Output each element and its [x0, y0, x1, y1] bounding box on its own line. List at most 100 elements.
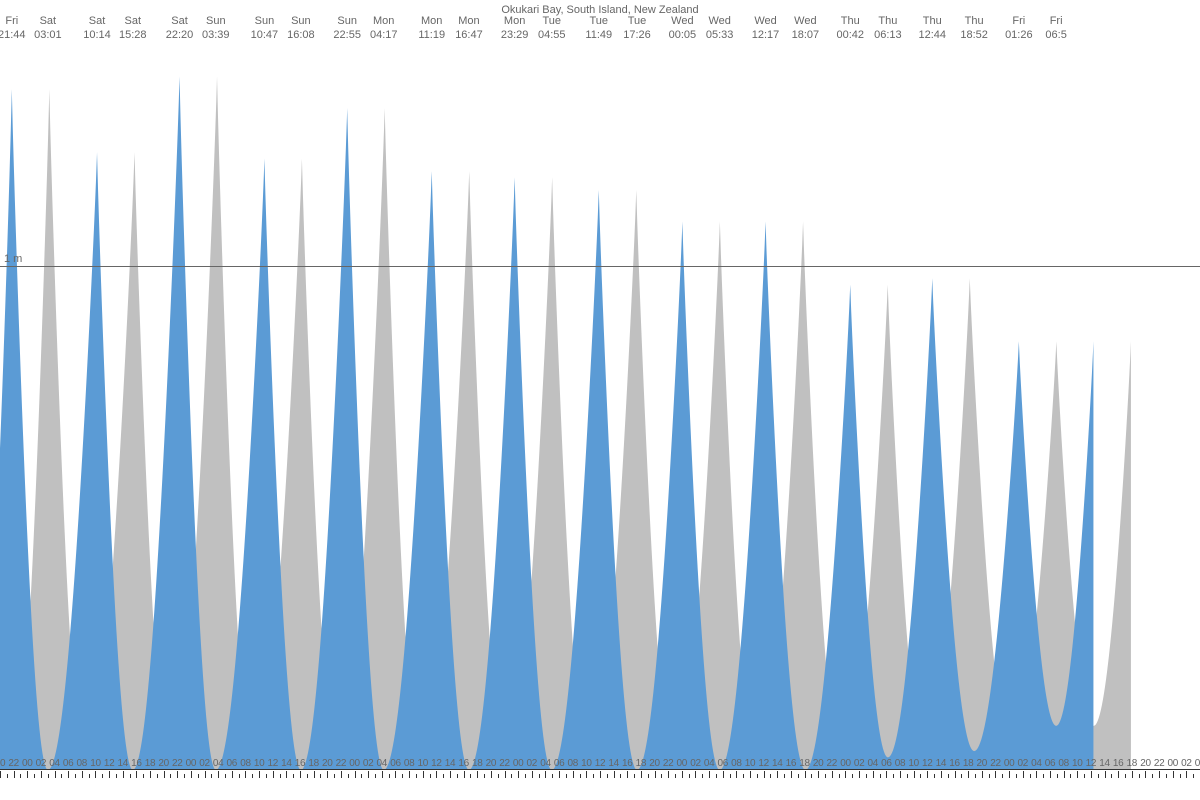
x-tick [34, 774, 35, 778]
x-tick [1016, 774, 1017, 778]
x-tick [409, 771, 410, 778]
x-tick [95, 771, 96, 778]
x-tick-label: 18 [308, 758, 319, 769]
tide-time-label: Mon04:17 [370, 15, 398, 43]
x-tick [757, 774, 758, 778]
tide-time-label: Thu12:44 [918, 15, 946, 43]
x-tick [348, 774, 349, 778]
x-tick [436, 771, 437, 778]
x-tick [150, 771, 151, 778]
x-tick [866, 774, 867, 778]
x-tick [1159, 771, 1160, 778]
x-tick-label: 22 [336, 758, 347, 769]
x-tick [334, 774, 335, 778]
x-tick [320, 774, 321, 778]
x-tick-label: 12 [595, 758, 606, 769]
x-tick [995, 771, 996, 778]
x-tick-label: 16 [786, 758, 797, 769]
x-tick-label: 00 [840, 758, 851, 769]
x-tick [668, 771, 669, 778]
x-tick [723, 771, 724, 778]
x-tick-label: 22 [663, 758, 674, 769]
x-tick-label: 06 [1045, 758, 1056, 769]
x-tick [27, 771, 28, 778]
x-tick [498, 774, 499, 778]
x-tick [116, 774, 117, 778]
x-tick [955, 771, 956, 778]
x-tick-label: 20 [977, 758, 988, 769]
x-tick-label: 12 [431, 758, 442, 769]
x-tick [1057, 774, 1058, 778]
x-tick [307, 774, 308, 778]
x-tick [655, 771, 656, 778]
x-tick [450, 771, 451, 778]
x-tick [7, 774, 8, 778]
x-tick [525, 774, 526, 778]
x-tick [1186, 771, 1187, 778]
x-tick [661, 774, 662, 778]
x-tick [286, 771, 287, 778]
x-tick [845, 771, 846, 778]
x-tick-label: 06 [63, 758, 74, 769]
x-tick-label: 20 [0, 758, 5, 769]
x-tick [770, 774, 771, 778]
x-tick [14, 771, 15, 778]
tide-time-label: Thu00:42 [836, 15, 864, 43]
x-tick-label: 14 [445, 758, 456, 769]
x-tick [1125, 774, 1126, 778]
x-tick-label: 16 [949, 758, 960, 769]
x-tick [620, 774, 621, 778]
tide-time-label: Mon16:47 [455, 15, 483, 43]
x-tick [416, 774, 417, 778]
x-tick [1152, 774, 1153, 778]
x-tick [41, 771, 42, 778]
tide-time-label: Wed05:33 [706, 15, 734, 43]
x-tick-label: 10 [1072, 758, 1083, 769]
x-tick-label: 14 [281, 758, 292, 769]
x-tick-label: 00 [186, 758, 197, 769]
x-tick-label: 04 [377, 758, 388, 769]
x-tick [164, 771, 165, 778]
x-tick-label: 02 [527, 758, 538, 769]
x-tick [477, 771, 478, 778]
tide-time-label: Sun22:55 [333, 15, 361, 43]
x-tick [423, 771, 424, 778]
x-tick [505, 771, 506, 778]
x-tick [75, 774, 76, 778]
x-tick [518, 771, 519, 778]
x-tick [259, 771, 260, 778]
x-tick-label: 20 [322, 758, 333, 769]
x-tick [975, 774, 976, 778]
x-tick [20, 774, 21, 778]
x-tick [1105, 771, 1106, 778]
x-tick-label: 04 [213, 758, 224, 769]
x-tick [273, 771, 274, 778]
x-tick-label: 06 [227, 758, 238, 769]
x-tick-label: 08 [567, 758, 578, 769]
x-tick [948, 774, 949, 778]
x-tick [245, 771, 246, 778]
x-tick-label: 16 [458, 758, 469, 769]
x-tick [511, 774, 512, 778]
tide-time-label: Thu18:52 [960, 15, 988, 43]
x-tick [1077, 771, 1078, 778]
x-tick-label: 10 [254, 758, 265, 769]
x-tick-label: 00 [1004, 758, 1015, 769]
x-tick [61, 774, 62, 778]
x-tick-label: 12 [267, 758, 278, 769]
x-tick [600, 771, 601, 778]
x-tick [811, 774, 812, 778]
x-tick [470, 774, 471, 778]
x-tick [825, 774, 826, 778]
x-tick [191, 771, 192, 778]
x-tick [934, 774, 935, 778]
x-tick [682, 771, 683, 778]
x-tick [0, 771, 1, 778]
tide-time-label: Sun10:47 [251, 15, 279, 43]
x-tick [648, 774, 649, 778]
x-tick [68, 771, 69, 778]
x-tick-label: 08 [404, 758, 415, 769]
x-tick [559, 771, 560, 778]
x-tick-label: 10 [745, 758, 756, 769]
reference-line [0, 266, 1200, 267]
